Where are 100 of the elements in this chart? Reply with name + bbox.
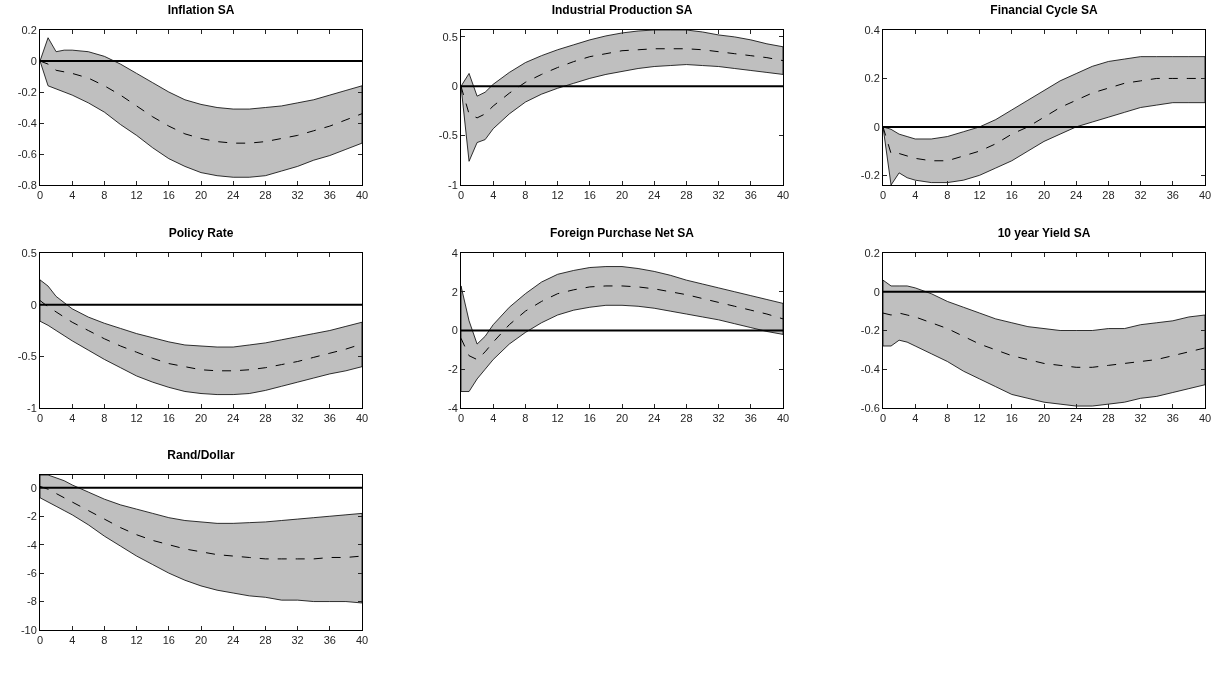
x-tick-label: 16 — [162, 634, 175, 647]
x-tick-label: 4 — [912, 189, 919, 202]
y-tick-label: -10 — [20, 623, 37, 636]
x-tick-label: 12 — [130, 412, 143, 425]
y-tick-label: 0 — [451, 80, 458, 93]
chart-title: Rand/Dollar — [167, 448, 235, 463]
x-tick-label: 36 — [744, 189, 757, 202]
y-tick-label: -0.2 — [860, 324, 880, 337]
y-tick-label: -2 — [448, 363, 458, 376]
x-tick-label: 24 — [227, 634, 240, 647]
x-tick-label: 24 — [648, 412, 661, 425]
x-tick-label: 8 — [522, 412, 529, 425]
y-tick-label: 0.5 — [21, 246, 37, 259]
x-tick-label: 12 — [973, 412, 986, 425]
x-tick-label: 28 — [1102, 412, 1115, 425]
x-tick-label: 4 — [490, 189, 497, 202]
x-tick-label: 32 — [291, 634, 304, 647]
x-tick-label: 4 — [490, 412, 497, 425]
x-tick-label: 28 — [680, 189, 693, 202]
x-tick-label: 12 — [551, 189, 564, 202]
y-tick-label: -0.4 — [17, 116, 37, 129]
x-tick-label: 36 — [744, 412, 757, 425]
x-tick-label: 4 — [69, 634, 76, 647]
x-tick-label: 4 — [69, 189, 76, 202]
x-tick-label: 36 — [323, 412, 336, 425]
chart-title: Financial Cycle SA — [990, 3, 1099, 18]
y-tick-label: -0.6 — [17, 147, 37, 160]
x-tick-label: 40 — [776, 189, 790, 202]
x-tick-label: 36 — [1166, 189, 1179, 202]
x-tick-label: 28 — [680, 412, 693, 425]
y-tick-label: 0 — [30, 481, 37, 494]
x-tick-label: 20 — [615, 412, 629, 425]
x-tick-label: 24 — [1070, 189, 1083, 202]
x-tick-label: 32 — [712, 189, 725, 202]
chart-title: Policy Rate — [168, 226, 234, 241]
x-tick-label: 24 — [648, 189, 661, 202]
x-tick-label: 16 — [162, 412, 175, 425]
y-tick-label: -0.6 — [860, 401, 880, 414]
y-tick-label: -1 — [448, 178, 458, 191]
chart-title: Industrial Production SA — [551, 3, 693, 18]
y-tick-label: -0.2 — [17, 85, 37, 98]
x-tick-label: 40 — [1198, 412, 1212, 425]
x-tick-label: 12 — [551, 412, 564, 425]
chart-title: Inflation SA — [167, 3, 235, 18]
y-tick-label: -4 — [448, 401, 458, 414]
x-tick-label: 16 — [162, 189, 175, 202]
y-tick-label: -0.5 — [438, 129, 458, 142]
y-tick-label: 0.2 — [21, 23, 37, 36]
x-tick-label: 4 — [912, 412, 919, 425]
x-tick-label: 32 — [1134, 412, 1147, 425]
x-tick-label: 8 — [944, 412, 951, 425]
y-tick-label: 0.2 — [864, 246, 880, 259]
y-tick-label: 0 — [30, 298, 37, 311]
x-tick-label: 40 — [355, 189, 369, 202]
x-tick-label: 36 — [323, 634, 336, 647]
y-tick-label: -1 — [27, 401, 37, 414]
x-tick-label: 12 — [130, 189, 143, 202]
x-tick-label: 28 — [259, 412, 272, 425]
x-tick-label: 16 — [1005, 189, 1018, 202]
x-tick-label: 16 — [1005, 412, 1018, 425]
y-tick-label: 0 — [873, 120, 880, 133]
x-tick-label: 8 — [101, 634, 108, 647]
x-tick-label: 20 — [194, 412, 208, 425]
x-tick-label: 16 — [583, 189, 596, 202]
x-tick-label: 20 — [1037, 189, 1051, 202]
x-tick-label: 8 — [101, 189, 108, 202]
y-tick-label: -2 — [27, 510, 37, 523]
x-tick-label: 20 — [194, 634, 208, 647]
x-tick-label: 40 — [355, 634, 369, 647]
x-tick-label: 12 — [130, 634, 143, 647]
y-tick-label: -0.5 — [17, 350, 37, 363]
y-tick-label: -4 — [27, 538, 37, 551]
x-tick-label: 40 — [1198, 189, 1212, 202]
y-tick-label: -6 — [27, 566, 37, 579]
y-tick-label: -0.8 — [17, 178, 37, 191]
x-tick-label: 8 — [522, 189, 529, 202]
y-tick-label: 0 — [873, 285, 880, 298]
x-tick-label: 24 — [227, 412, 240, 425]
y-tick-label: -0.4 — [860, 363, 880, 376]
x-tick-label: 12 — [973, 189, 986, 202]
y-tick-label: 0.2 — [864, 72, 880, 85]
y-tick-label: 0 — [30, 54, 37, 67]
x-tick-label: 20 — [194, 189, 208, 202]
y-tick-label: 2 — [451, 285, 458, 298]
x-tick-label: 24 — [1070, 412, 1083, 425]
x-tick-label: 36 — [1166, 412, 1179, 425]
y-tick-label: 4 — [451, 246, 458, 259]
x-tick-label: 28 — [259, 634, 272, 647]
x-tick-label: 4 — [69, 412, 76, 425]
y-tick-label: 0.5 — [442, 30, 458, 43]
x-tick-label: 16 — [583, 412, 596, 425]
x-tick-label: 32 — [291, 412, 304, 425]
x-tick-label: 32 — [1134, 189, 1147, 202]
y-tick-label: 0.4 — [864, 23, 880, 36]
x-tick-label: 28 — [1102, 189, 1115, 202]
x-tick-label: 8 — [101, 412, 108, 425]
y-tick-label: 0 — [451, 324, 458, 337]
x-tick-label: 24 — [227, 189, 240, 202]
x-tick-label: 20 — [615, 189, 629, 202]
x-tick-label: 32 — [712, 412, 725, 425]
